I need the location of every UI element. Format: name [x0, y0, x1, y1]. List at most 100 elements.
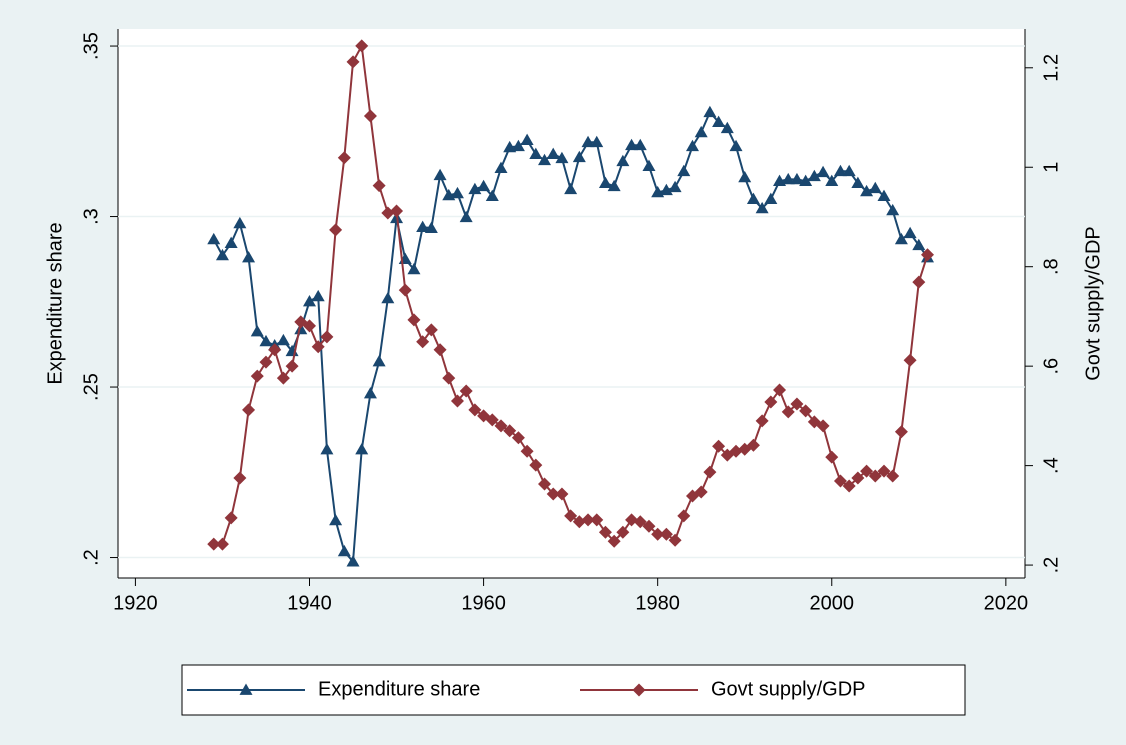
marker	[538, 477, 552, 491]
x-tick-label: 2020	[984, 592, 1029, 614]
marker	[598, 525, 612, 539]
marker	[433, 343, 447, 357]
x-tick-label: 1960	[461, 592, 506, 614]
marker	[921, 248, 935, 262]
marker	[529, 458, 543, 472]
marker	[320, 442, 334, 455]
marker	[424, 221, 438, 234]
marker	[207, 537, 221, 551]
marker	[581, 513, 595, 527]
marker	[355, 39, 369, 53]
y2-tick-label: .2	[1040, 557, 1062, 574]
marker	[207, 232, 221, 245]
marker	[894, 232, 908, 245]
marker	[633, 138, 647, 151]
marker	[799, 174, 813, 186]
marker	[886, 469, 900, 483]
marker	[886, 203, 900, 216]
marker	[381, 291, 395, 304]
marker	[720, 121, 734, 134]
marker	[842, 164, 856, 177]
marker	[833, 164, 847, 177]
marker	[651, 527, 665, 541]
y2-tick-label: .8	[1040, 258, 1062, 275]
marker	[912, 275, 926, 289]
marker	[564, 509, 578, 523]
marker	[363, 109, 377, 123]
marker	[816, 165, 830, 178]
marker	[233, 216, 247, 229]
marker	[668, 533, 682, 547]
marker	[459, 210, 473, 223]
marker	[511, 431, 525, 445]
legend-label: Govt supply/GDP	[711, 678, 866, 700]
marker	[329, 513, 343, 526]
y2-tick-label: 1.2	[1040, 54, 1062, 82]
marker	[572, 515, 586, 529]
marker	[494, 161, 508, 174]
marker	[424, 323, 438, 337]
marker	[372, 354, 386, 367]
marker	[276, 333, 290, 346]
marker	[685, 139, 699, 152]
marker	[616, 525, 630, 539]
marker	[242, 403, 256, 417]
legend-box	[181, 664, 966, 716]
marker	[590, 135, 604, 148]
marker	[842, 479, 856, 493]
marker	[860, 464, 874, 478]
marker	[311, 289, 325, 302]
marker	[450, 186, 464, 199]
marker	[642, 519, 656, 533]
marker	[581, 135, 595, 148]
marker	[511, 139, 525, 152]
marker	[372, 179, 386, 193]
marker	[633, 515, 647, 529]
marker	[642, 159, 656, 171]
marker	[746, 192, 760, 205]
marker	[520, 133, 534, 146]
marker	[572, 150, 586, 163]
marker	[250, 324, 264, 337]
marker	[459, 384, 473, 398]
marker	[868, 469, 882, 483]
marker	[773, 383, 787, 397]
marker	[363, 387, 377, 399]
marker	[632, 683, 646, 697]
marker	[242, 250, 256, 263]
marker	[407, 262, 421, 275]
y-tick-label: .2	[80, 549, 102, 566]
marker	[294, 322, 308, 335]
marker	[485, 189, 499, 201]
marker	[520, 444, 534, 458]
marker	[825, 174, 839, 186]
marker	[337, 544, 351, 557]
marker	[755, 201, 769, 214]
plot-area	[118, 29, 1025, 578]
marker	[416, 335, 430, 349]
marker	[851, 471, 865, 485]
marker	[825, 450, 839, 464]
y2-axis-title: Govt supply/GDP	[1082, 226, 1104, 381]
marker	[416, 220, 430, 232]
marker	[503, 424, 517, 438]
marker	[564, 182, 578, 195]
marker	[868, 181, 882, 194]
marker	[694, 125, 708, 138]
marker	[346, 55, 360, 69]
marker	[302, 294, 316, 307]
marker	[239, 683, 253, 695]
marker	[468, 182, 482, 195]
marker	[781, 172, 795, 185]
marker	[590, 513, 604, 527]
marker	[215, 537, 229, 551]
y2-tick-label: 1	[1040, 162, 1062, 173]
marker	[712, 439, 726, 453]
marker	[268, 343, 282, 357]
marker	[346, 555, 360, 567]
marker	[607, 534, 621, 548]
marker	[276, 371, 290, 385]
marker	[224, 511, 238, 525]
